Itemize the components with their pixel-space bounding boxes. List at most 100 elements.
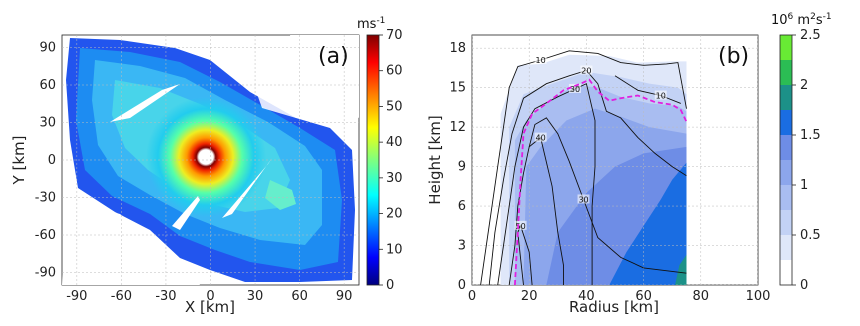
panel-a-xtick-label: 30: [247, 289, 264, 304]
colorbar-a: 0 10 20 30 40 50 60 70 ms-1: [357, 16, 403, 293]
colorbar-a-tick-label: 60: [386, 64, 403, 79]
blank-sector-nw: [110, 84, 180, 122]
colorbar-b-level: [780, 60, 792, 85]
panel-a-xtick-label: -60: [111, 289, 132, 304]
panel-b-contour-label: 40: [536, 134, 546, 143]
blank-sector-ne: [240, 46, 296, 118]
panel-b-ytick-label: 3: [458, 239, 466, 254]
colorbar-b-level: [780, 85, 792, 110]
panel-a-xtick-label: 0: [206, 289, 214, 304]
panel-b-xtick-label: 0: [468, 289, 476, 304]
panel-b-contour-line: [614, 75, 681, 104]
panel-b-grid: [472, 35, 758, 285]
colorbar-a-tick-label: 20: [386, 207, 403, 222]
panel-b-ticks: 0 20 40 60 80 100 0 3 6 9 12 15 18: [449, 41, 770, 304]
colorbar-b-tick-label: 0: [800, 278, 808, 293]
panel-b-contour-label: 10: [536, 56, 546, 65]
panel-b-contour-label-bg: [577, 194, 590, 204]
panel-b-ytick-label: 9: [458, 160, 466, 175]
panel-a-xtick-label: -90: [66, 289, 87, 304]
colorbar-a-tick-label: 50: [386, 99, 403, 114]
colorbar-b: 0 0.5 1 1.5 2 2.5 106 m2s-1: [771, 12, 832, 293]
panel-a-ytick-label: -90: [35, 266, 56, 281]
panel-b-ytick-label: 6: [458, 199, 466, 214]
blank-sector-sw: [62, 200, 200, 285]
colorbar-b-level: [780, 210, 792, 235]
panel-b-xtick-label: 100: [746, 289, 771, 304]
panel-a-ytick-label: 30: [39, 116, 56, 131]
panel-b-contour-label: 10: [656, 92, 666, 101]
panel-b-contour-label: 50: [516, 222, 526, 231]
wind-band-5: [265, 180, 296, 210]
colorbar-a-bar: [366, 34, 380, 286]
colorbar-b-tick-label: 1: [800, 178, 808, 193]
panel-b-contour-label: 30: [578, 195, 588, 204]
panel-a-ytick-label: -60: [35, 228, 56, 243]
colorbar-b-unit: 106 m2s-1: [771, 12, 832, 28]
panel-b-filled-region: [609, 162, 687, 285]
colorbar-a-tick-label: 40: [386, 135, 403, 150]
colorbar-b-frame: [779, 34, 793, 286]
colorbar-b-level: [780, 35, 792, 60]
colorbar-b-tick-label: 1.5: [800, 128, 821, 143]
panel-a-xtick-label: -30: [155, 289, 176, 304]
panel-a-ytick-label: 60: [39, 78, 56, 93]
colorbar-b-tick-label: 2.5: [800, 28, 821, 43]
colorbar-b-levels: [780, 35, 792, 285]
colorbar-a-ticks: 0 10 20 30 40 50 60 70: [379, 28, 403, 293]
colorbar-b-level: [780, 110, 792, 135]
panel-b-ylabel: Height [km]: [426, 115, 444, 204]
colorbar-b-ticks: 0 0.5 1 1.5 2 2.5: [792, 28, 821, 293]
panel-a-ytick-label: 90: [39, 41, 56, 56]
panel-b-xlabel: Radius [km]: [569, 298, 659, 316]
panel-b-contour-label-bg: [654, 90, 667, 100]
panel-b-contour-label-bg: [568, 83, 581, 93]
panel-a-ylabel: Y [km]: [10, 136, 28, 186]
panel-b-xtick-label: 60: [635, 289, 652, 304]
colorbar-a-tick-label: 0: [386, 278, 394, 293]
blank-sector-s: [172, 196, 200, 230]
colorbar-b-tick-label: 2: [800, 78, 808, 93]
panel-b-ytick-label: 12: [449, 120, 466, 135]
colorbar-b-level: [780, 260, 792, 285]
colorbar-a-tick-label: 10: [386, 242, 403, 257]
colorbar-b-level: [780, 235, 792, 260]
panel-b-ytick-label: 15: [449, 81, 466, 96]
colorbar-a-unit: ms-1: [357, 16, 385, 32]
panel-b-contour-label-bg: [580, 65, 593, 75]
panel-a-xtick-label: 60: [291, 289, 308, 304]
panel-b-contour-label: 20: [581, 67, 591, 76]
blank-sector-ne-corner: [290, 35, 359, 118]
panel-b-contour-line: [528, 117, 687, 274]
panel-a-grid: [62, 35, 359, 285]
panel-b-label: (b): [718, 44, 749, 69]
panel-a-ytick-label: 0: [48, 153, 56, 168]
wind-field: [62, 35, 359, 285]
colorbar-a-tick-label: 70: [386, 28, 403, 43]
colorbar-a-tick-label: 30: [386, 171, 403, 186]
panel-b-xtick-label: 20: [521, 289, 538, 304]
panel-b-ytick-label: 18: [449, 41, 466, 56]
panel-a-xtick-label: 90: [336, 289, 353, 304]
panel-b-contour-label-bg: [514, 220, 527, 230]
panel-b-contour-line: [497, 83, 596, 285]
colorbar-b-tick-label: 0.5: [800, 228, 821, 243]
panel-b-contour-label-bg: [534, 55, 547, 64]
panel-a-xlabel: X [km]: [185, 298, 235, 316]
panel-a-ticks: -90 -60 -30 0 30 60 90 -90 -60 -30 0 30 60 90: [35, 41, 353, 305]
panel-b-contour-label: 30: [570, 85, 580, 94]
panel-a-ytick-label: -30: [35, 191, 56, 206]
eye: [200, 151, 212, 163]
panel-b-filled-region: [675, 254, 687, 285]
colorbar-b-level: [780, 160, 792, 185]
panel-b-xtick-label: 80: [693, 289, 710, 304]
colorbar-b-level: [780, 185, 792, 210]
panel-b-xtick-label: 40: [578, 289, 595, 304]
panel-a: -90 -60 -30 0 30 60 90 -90 -60 -30 0 30 60 90 (a) X […: [10, 34, 360, 316]
colorbar-b-level: [780, 135, 792, 160]
panel-b-dashed-curve: [514, 78, 688, 285]
panel-b-contour-label-bg: [534, 132, 547, 142]
